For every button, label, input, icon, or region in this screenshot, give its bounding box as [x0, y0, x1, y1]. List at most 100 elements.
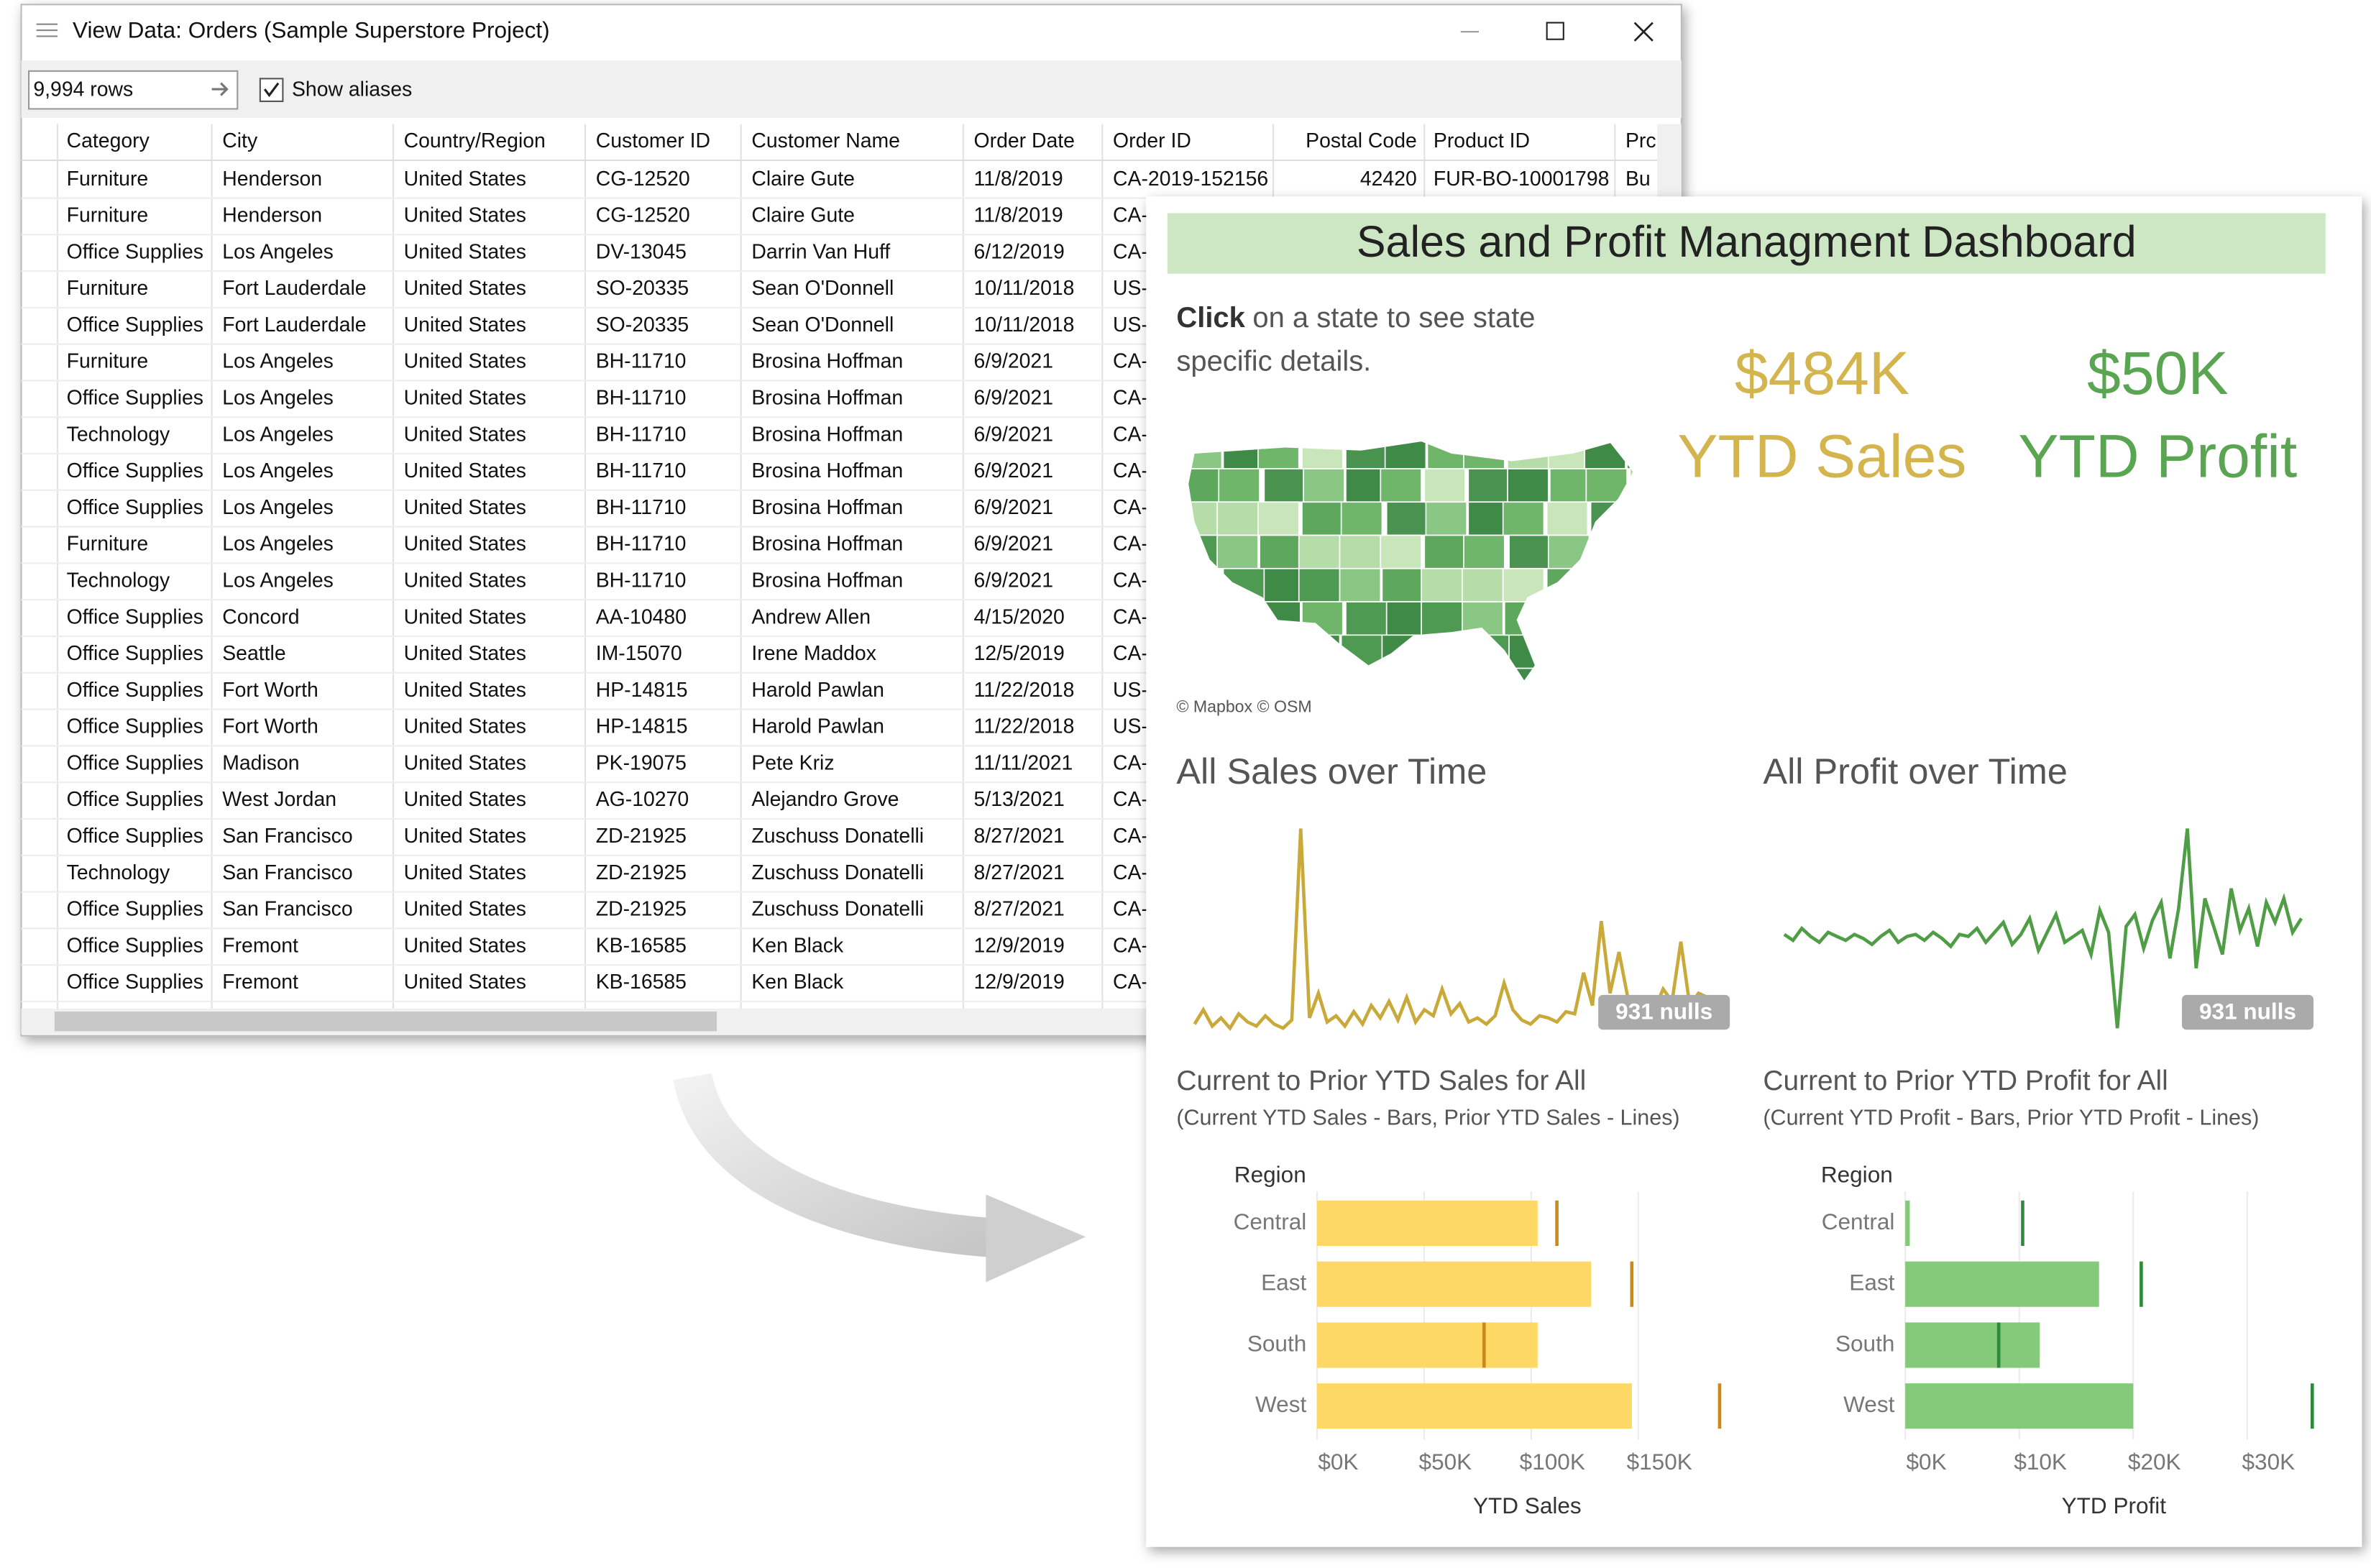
table-cell: CA-	[1113, 642, 1148, 665]
state[interactable]	[1463, 534, 1505, 569]
state[interactable]	[1421, 567, 1463, 602]
state[interactable]	[1216, 534, 1259, 569]
state[interactable]	[1421, 601, 1463, 636]
h-scroll-thumb[interactable]	[54, 1012, 717, 1032]
state[interactable]	[1462, 567, 1504, 602]
state[interactable]	[1508, 534, 1551, 569]
table-cell: Office Supplies	[67, 679, 203, 702]
data-table: Category City Country/Region Customer ID Cus…	[21, 124, 1658, 1009]
nulls-badge[interactable]	[1598, 994, 1730, 1030]
bar[interactable]	[1905, 1322, 2040, 1368]
state[interactable]	[1259, 534, 1301, 569]
state[interactable]	[1546, 501, 1589, 536]
table-cell: BH-11710	[596, 350, 687, 373]
go-icon[interactable]	[211, 82, 229, 96]
state[interactable]	[1340, 501, 1383, 536]
state[interactable]	[1423, 534, 1466, 569]
state[interactable]	[1507, 468, 1549, 503]
table-cell: ZD-21925	[596, 825, 687, 848]
table-cell: Office Supplies	[67, 496, 203, 519]
state[interactable]	[1380, 468, 1422, 503]
table-cell: CG-12520	[596, 168, 690, 191]
state[interactable]	[1423, 468, 1466, 503]
table-cell: Sean O'Donnell	[751, 313, 894, 336]
table-cell: Fremont	[222, 934, 298, 957]
state[interactable]	[1345, 601, 1388, 636]
bar[interactable]	[1905, 1200, 1910, 1247]
table-cell: United States	[404, 788, 526, 811]
table-cell: Office Supplies	[67, 313, 203, 336]
nulls-badge[interactable]	[2181, 994, 2313, 1030]
state[interactable]	[1549, 468, 1592, 503]
table-cell: Fort Worth	[222, 715, 318, 738]
table-cell: Brosina Hoffman	[751, 569, 903, 592]
table-cell: Brosina Hoffman	[751, 350, 903, 373]
state[interactable]	[1502, 501, 1545, 536]
table-cell: United States	[404, 387, 526, 410]
category-header: Region	[1821, 1162, 1893, 1188]
line-series	[1783, 828, 2303, 1029]
table-cell: Zuschuss Donatelli	[751, 825, 924, 848]
state[interactable]	[1385, 501, 1428, 536]
state[interactable]	[1257, 501, 1300, 536]
table-cell: San Francisco	[222, 861, 352, 884]
state[interactable]	[1298, 534, 1341, 569]
table-cell: Ken Black	[751, 971, 844, 994]
column-header: Order Date	[974, 129, 1075, 152]
state[interactable]	[1339, 567, 1382, 602]
state[interactable]	[1467, 501, 1510, 536]
bar[interactable]	[1316, 1261, 1592, 1307]
state[interactable]	[1216, 501, 1259, 536]
table-cell: Los Angeles	[222, 350, 334, 373]
bar[interactable]	[1905, 1383, 2134, 1429]
category-header: Region	[1234, 1162, 1306, 1188]
state[interactable]	[1339, 534, 1382, 569]
bar[interactable]	[1316, 1322, 1538, 1368]
state[interactable]	[1263, 567, 1306, 602]
state[interactable]	[1384, 436, 1427, 469]
state[interactable]	[1380, 534, 1422, 569]
table-cell: CA-	[1113, 751, 1148, 774]
table-cell: 12/9/2019	[974, 971, 1065, 994]
bar[interactable]	[1316, 1200, 1538, 1247]
state[interactable]	[1301, 501, 1344, 536]
state[interactable]	[1298, 567, 1341, 602]
show-aliases-label[interactable]: Show aliases	[292, 78, 412, 101]
state[interactable]	[1385, 601, 1428, 636]
window-icon	[36, 23, 58, 37]
table-cell: CA-	[1113, 825, 1148, 848]
rows-box[interactable]	[28, 70, 239, 110]
close-button[interactable]	[1633, 22, 1654, 42]
state[interactable]	[1381, 567, 1424, 602]
table-cell: United States	[404, 934, 526, 957]
x-axis-title: YTD Profit	[2062, 1493, 2167, 1518]
table-cell: Technology	[67, 423, 170, 446]
column-header: Customer Name	[751, 129, 900, 152]
state[interactable]	[1218, 468, 1260, 503]
table-cell: 8/27/2021	[974, 825, 1065, 848]
state[interactable]	[1425, 501, 1468, 536]
table-cell: AG-10270	[596, 788, 689, 811]
table-cell: United States	[404, 642, 526, 665]
table-cell: United States	[404, 971, 526, 994]
bar[interactable]	[1905, 1261, 2099, 1307]
table-cell: Henderson	[222, 204, 322, 227]
state[interactable]	[1303, 468, 1345, 503]
table-cell: Office Supplies	[67, 971, 203, 994]
table-cell: Office Supplies	[67, 934, 203, 957]
checkbox[interactable]	[259, 78, 284, 102]
table-cell: Los Angeles	[222, 496, 334, 519]
bar[interactable]	[1316, 1383, 1632, 1429]
table-cell: Harold Pawlan	[751, 679, 884, 702]
table-cell: IM-15070	[596, 642, 682, 665]
table-cell: Madison	[222, 751, 299, 774]
maximize-button[interactable]	[1546, 22, 1564, 40]
x-tick-label: $30K	[2242, 1449, 2296, 1475]
state[interactable]	[1467, 468, 1510, 503]
table-cell: Office Supplies	[67, 459, 203, 482]
table-cell: Darrin Van Huff	[751, 240, 890, 263]
table-cell: SO-20335	[596, 277, 689, 300]
state[interactable]	[1263, 468, 1306, 503]
table-cell: Concord	[222, 605, 299, 628]
